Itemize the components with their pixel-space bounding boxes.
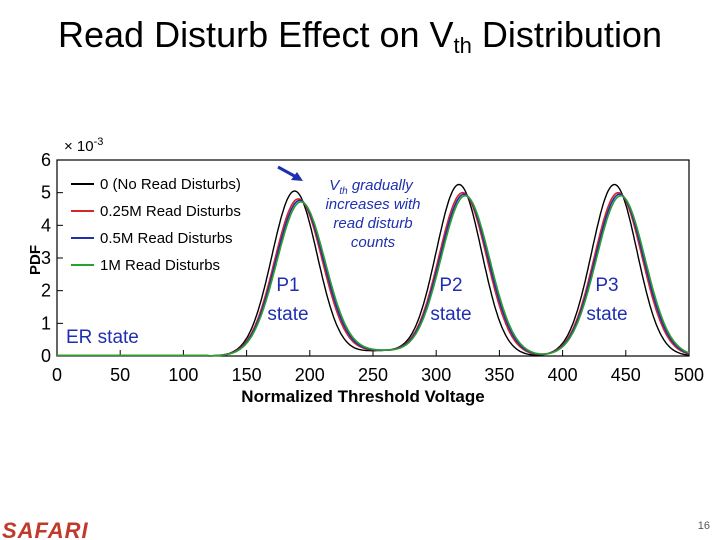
x-tick-label: 250 — [358, 365, 388, 385]
page-number: 16 — [697, 520, 710, 532]
legend-entry: 0 (No Read Disturbs) — [100, 176, 241, 193]
safari-logo: SAFARI — [2, 518, 89, 540]
x-tick-label: 350 — [484, 365, 514, 385]
legend-entry: 1M Read Disturbs — [100, 257, 220, 274]
series-line-3 — [57, 194, 690, 357]
vth-note-line2: increases with — [325, 196, 420, 213]
y-multiplier: × 10-3 — [64, 136, 103, 155]
x-axis-ticks: 0 50 100 150 200 250 300 350 400 450 500 — [52, 350, 704, 385]
y-tick-label: 1 — [41, 313, 51, 333]
x-tick-label: 500 — [674, 365, 704, 385]
er-state-label: ER state — [66, 327, 139, 348]
y-axis-label: PDF — [27, 245, 44, 275]
p3-state-label-line1: P3 — [595, 275, 618, 296]
x-tick-label: 50 — [110, 365, 130, 385]
slide-title: Read Disturb Effect on Vth Distribution — [58, 14, 662, 58]
y-tick-label: 3 — [41, 248, 51, 268]
vth-note-line1: Vth gradually — [329, 177, 414, 197]
y-tick-label: 4 — [41, 215, 51, 235]
x-tick-label: 400 — [548, 365, 578, 385]
y-tick-label: 0 — [41, 346, 51, 366]
legend-entry: 0.5M Read Disturbs — [100, 230, 233, 247]
y-tick-label: 2 — [41, 281, 51, 301]
y-tick-label: 5 — [41, 183, 51, 203]
p1-state-label-line1: P1 — [276, 275, 299, 296]
x-axis-label: Normalized Threshold Voltage — [241, 387, 484, 406]
x-tick-label: 450 — [611, 365, 641, 385]
x-tick-label: 150 — [232, 365, 262, 385]
p3-state-label-line2: state — [586, 304, 627, 325]
p1-state-label-line2: state — [267, 304, 308, 325]
y-tick-label: 6 — [41, 150, 51, 170]
p2-state-label-line1: P2 — [439, 275, 462, 296]
series-lines — [57, 183, 690, 357]
vth-note-line3: read disturb — [333, 215, 412, 232]
x-tick-label: 100 — [168, 365, 198, 385]
vth-note-line4: counts — [351, 234, 396, 251]
x-tick-label: 300 — [421, 365, 451, 385]
legend: 0 (No Read Disturbs) 0.25M Read Disturbs 0… — [71, 176, 241, 274]
y-axis-ticks: 0 1 2 3 4 5 6 — [41, 150, 63, 366]
p2-state-label-line2: state — [430, 304, 471, 325]
legend-entry: 0.25M Read Disturbs — [100, 203, 241, 220]
x-tick-label: 200 — [295, 365, 325, 385]
shift-arrow-icon — [277, 165, 303, 181]
x-tick-label: 0 — [52, 365, 62, 385]
